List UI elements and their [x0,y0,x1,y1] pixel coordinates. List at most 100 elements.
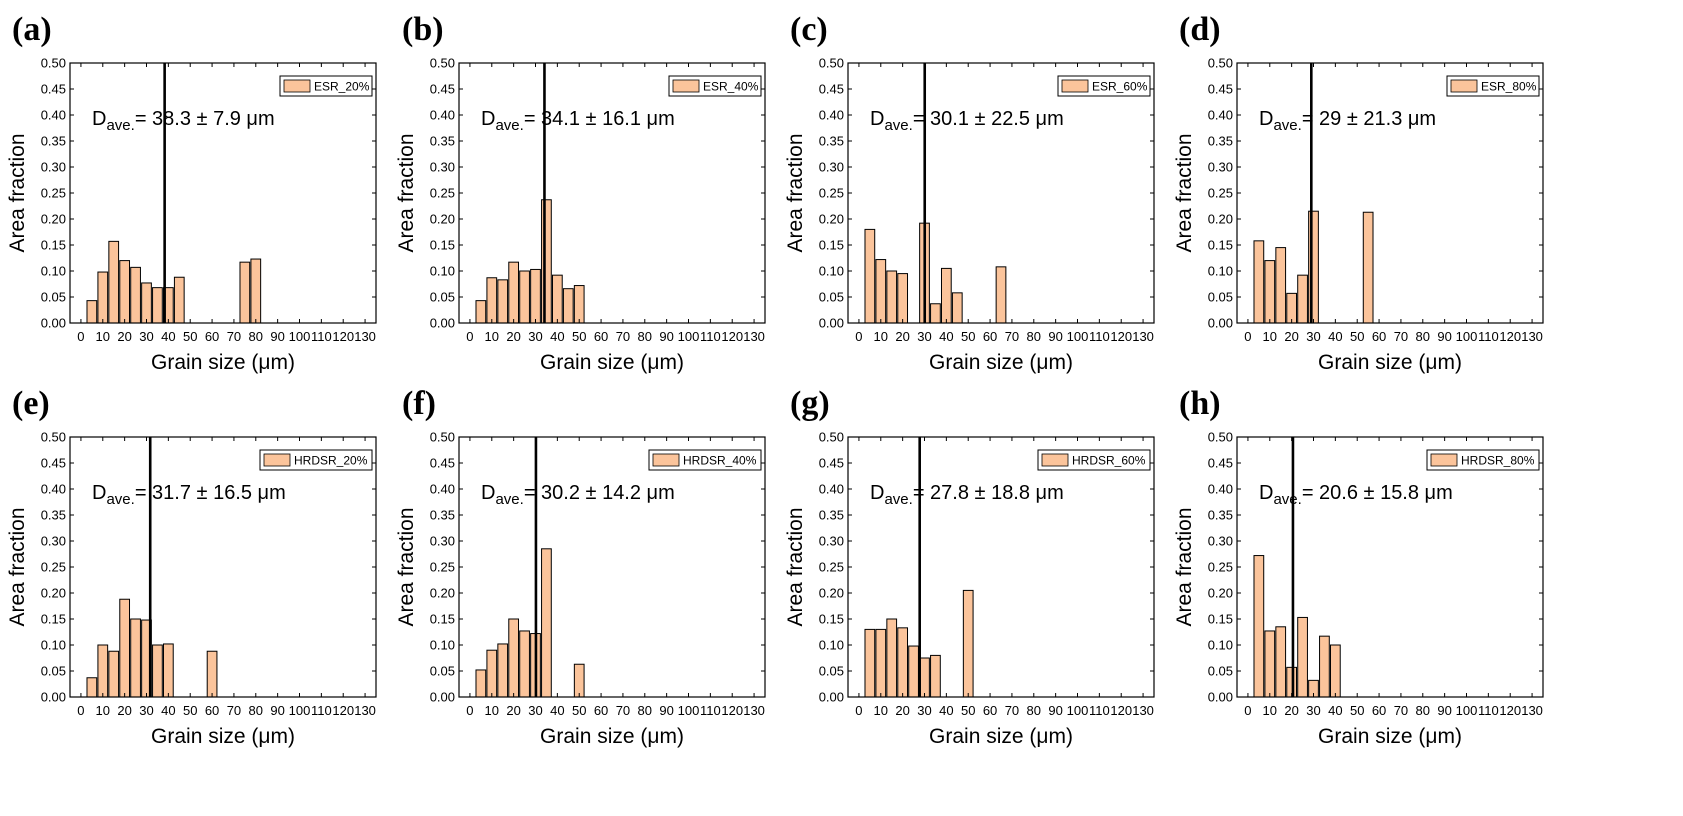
y-tick-label: 0.15 [430,612,455,627]
histogram-bar [130,618,141,698]
x-tick-label: 130 [1132,703,1154,718]
x-axis-title: Grain size (μm) [151,725,295,748]
histogram-bar [530,268,541,324]
histogram-bar [1286,666,1298,698]
chart-panel: (g) 0.00 0.05 0.10 0.15 0.20 0.25 0.30 0.35 0.40 0… [784,385,1155,748]
legend-swatch [1430,453,1458,467]
x-tick-label: 110 [311,703,332,718]
histogram-bar [497,643,509,698]
x-tick-label: 20 [895,703,909,718]
histogram-bar [1362,211,1374,324]
y-tick-label: 0.25 [430,560,455,575]
x-tick-label: 70 [1394,703,1408,718]
histogram-bar [886,270,898,324]
x-tick-label: 0 [466,703,473,718]
x-tick-label: 60 [205,329,219,344]
y-tick-label: 0.35 [41,508,66,523]
x-tick-label: 30 [139,329,153,344]
x-tick-label: 10 [1263,329,1277,344]
y-tick-label: 0.45 [41,456,66,471]
x-tick-label: 90 [1437,329,1451,344]
y-tick-label: 0.00 [819,690,844,705]
y-axis-title: Area fraction [784,507,807,626]
x-tick-label: 10 [874,703,888,718]
x-tick-label: 40 [550,703,564,718]
histogram-bar [97,271,109,324]
mean-value: = 30.1 ± 22.5 μm [913,108,1064,130]
y-tick-label: 0.40 [430,482,455,497]
x-axis-title: Grain size (μm) [929,351,1073,374]
histogram-bar [1286,292,1298,324]
y-tick-label: 0.30 [819,160,844,175]
histogram-bar [995,266,1007,324]
x-tick-label: 20 [895,329,909,344]
y-axis-title: Area fraction [6,507,29,626]
histogram-bar [908,645,919,698]
mean-subscript: ave. [495,491,523,508]
histogram-bar [930,303,941,324]
x-tick-label: 0 [855,329,862,344]
x-tick-label: 70 [1005,703,1019,718]
x-tick-label: 80 [638,329,652,344]
histogram-bar [162,643,174,698]
mean-annotation: Dave.= 34.1 ± 16.1 μm [481,108,675,134]
x-tick-label: 40 [939,703,953,718]
x-tick-label: 20 [506,703,520,718]
mean-annotation: Dave.= 38.3 ± 7.9 μm [92,108,275,134]
histogram-bar [1329,644,1341,698]
y-tick-label: 0.20 [41,586,66,601]
mean-annotation: Dave.= 31.7 ± 16.5 μm [92,482,286,508]
x-tick-label: 120 [1499,329,1521,344]
histogram-bar [1253,555,1265,698]
chart-panel: (e) 0.00 0.05 0.10 0.15 0.20 0.25 0.30 0.35 0.40 0… [6,385,377,748]
x-tick-label: 10 [874,329,888,344]
x-axis-title: Grain size (μm) [151,351,295,374]
y-tick-label: 0.15 [1208,238,1233,253]
mean-subscript: ave. [106,117,134,134]
histogram-bar [573,663,585,698]
x-tick-label: 80 [249,703,263,718]
x-tick-label: 50 [572,703,586,718]
x-tick-label: 20 [1284,703,1298,718]
x-tick-label: 80 [1416,703,1430,718]
histogram-bar [519,630,530,698]
mean-subscript: ave. [495,117,523,134]
x-axis-title: Grain size (μm) [540,351,684,374]
legend-label: ESR_40% [703,80,759,94]
x-tick-label: 130 [354,329,376,344]
x-tick-label: 50 [961,329,975,344]
x-tick-label: 80 [1416,329,1430,344]
y-tick-label: 0.20 [430,586,455,601]
y-tick-label: 0.25 [1208,186,1233,201]
x-tick-label: 130 [1132,329,1154,344]
y-axis-title: Area fraction [1173,507,1196,626]
y-tick-label: 0.40 [819,108,844,123]
y-tick-label: 0.35 [430,508,455,523]
mean-subscript: ave. [884,117,912,134]
x-tick-label: 0 [855,703,862,718]
x-tick-label: 80 [1027,703,1041,718]
y-tick-label: 0.25 [819,186,844,201]
histogram-bar [108,650,120,698]
panel-letter: (b) [402,11,444,48]
y-tick-label: 0.15 [41,238,66,253]
x-tick-label: 90 [659,329,673,344]
x-tick-label: 40 [939,329,953,344]
x-tick-label: 0 [466,329,473,344]
y-tick-label: 0.10 [1208,264,1233,279]
x-tick-label: 100 [289,329,311,344]
x-tick-label: 70 [616,703,630,718]
x-tick-label: 40 [1328,329,1342,344]
y-tick-label: 0.30 [41,160,66,175]
y-tick-label: 0.35 [819,134,844,149]
y-tick-label: 0.45 [430,82,455,97]
mean-symbol: D [1259,482,1273,504]
x-tick-label: 50 [1350,329,1364,344]
x-tick-label: 70 [1005,329,1019,344]
chart-panel: (b) 0.00 0.05 0.10 0.15 0.20 0.25 0.30 0.35 0.40 0… [395,11,766,374]
histogram-bar [497,279,509,324]
x-tick-label: 110 [1478,329,1499,344]
y-tick-label: 0.50 [819,430,844,445]
panel-letter: (c) [790,11,828,48]
